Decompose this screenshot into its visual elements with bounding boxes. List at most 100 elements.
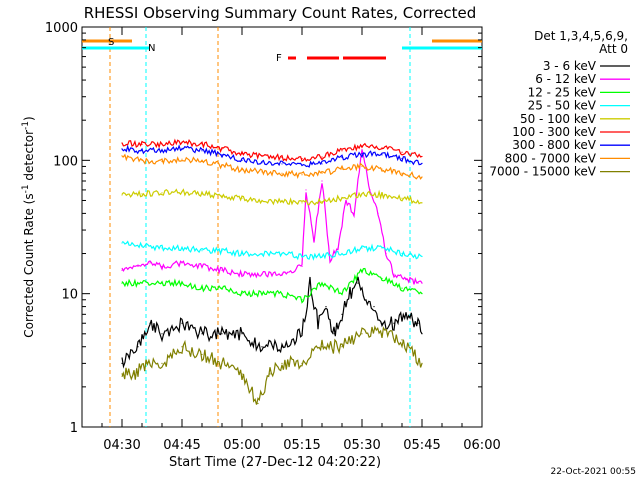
series-4-point-2	[161, 192, 163, 194]
series-5-point-8	[281, 156, 283, 159]
series-4-point-4	[201, 193, 203, 195]
series-1-point-4	[181, 262, 183, 264]
footer-timestamp: 22-Oct-2021 00:55	[551, 467, 636, 477]
series-1-point-5	[201, 265, 203, 268]
series-7-point-5	[221, 164, 223, 166]
series-5-point-7	[261, 155, 263, 158]
series-5-point-10	[321, 156, 323, 158]
series-4-point-6	[241, 197, 243, 199]
series-2-point-13	[381, 277, 383, 280]
series-2-point-1	[141, 282, 143, 284]
series-4-point-1	[141, 193, 143, 195]
y-tick-label-2: 100	[53, 154, 78, 169]
y-tick-label-1: 10	[61, 288, 78, 303]
series-1-point-1	[137, 265, 139, 268]
series-2-point-5	[221, 287, 223, 289]
series-6-point-6	[241, 159, 243, 161]
legend-label-3: 25 - 50 keV	[528, 99, 597, 113]
series-4-point-14	[401, 197, 403, 199]
series-7-point-12	[361, 165, 363, 168]
series-1-point-10	[301, 265, 303, 268]
series-1-point-0	[121, 269, 123, 271]
series-0-point-6	[221, 333, 223, 335]
series-8-point-15	[381, 333, 383, 335]
series-4-point-9	[301, 202, 303, 204]
series-7-point-4	[201, 160, 203, 163]
series-4-point-8	[281, 201, 283, 203]
series-1-point-18	[361, 149, 363, 151]
series-7-point-9	[301, 174, 303, 176]
series-8-point-4	[181, 346, 183, 348]
y-axis-label-end: detector	[22, 130, 36, 185]
x-tick-label-2: 05:00	[223, 438, 260, 453]
series-3-point-12	[361, 247, 363, 249]
series-3-point-2	[161, 247, 163, 249]
series-3-point-8	[281, 252, 283, 255]
series-1-point-15	[337, 247, 339, 249]
series-0-point-23	[417, 322, 419, 324]
series-1-point-20	[377, 212, 379, 214]
series-4-point-10	[321, 201, 323, 203]
series-7-point-0	[121, 155, 123, 157]
legend-label-2: 12 - 25 keV	[528, 85, 597, 99]
series-2-point-15	[421, 293, 423, 295]
series-0-point-14	[333, 333, 335, 335]
series-1-point-6	[221, 269, 223, 271]
legend-label-6: 300 - 800 keV	[512, 138, 596, 152]
series-0-point-19	[373, 305, 375, 308]
series-2-point-10	[321, 282, 323, 284]
series-line-7	[121, 153, 423, 180]
series-1-point-25	[421, 282, 423, 284]
series-6-point-12	[361, 153, 363, 155]
series-2-point-4	[201, 287, 203, 289]
x-axis-label: Start Time (27-Dec-12 04:20:22)	[169, 455, 381, 470]
series-5-point-0	[121, 142, 123, 144]
series-6-point-3	[181, 147, 183, 149]
series-2-point-2	[161, 282, 163, 284]
x-tick-label-0: 04:30	[103, 438, 140, 453]
y-axis-label-close: )	[22, 116, 36, 121]
series-0-point-12	[317, 322, 319, 324]
series-1-point-19	[369, 189, 371, 191]
series-0-point-10	[301, 333, 303, 335]
marker-f-label: F	[276, 53, 282, 64]
legend-header-line-1: Det 1,3,4,5,6,9,	[534, 29, 628, 43]
legend-label-0: 3 - 6 keV	[543, 59, 597, 73]
series-1-point-3	[161, 265, 163, 268]
series-8-point-11	[301, 362, 303, 364]
series-7-point-2	[161, 160, 163, 163]
series-3-point-5	[221, 250, 223, 252]
series-1-point-12	[313, 240, 315, 242]
x-tick-label-6: 06:00	[463, 438, 500, 453]
series-7-point-11	[341, 168, 343, 170]
series-6-point-5	[221, 154, 223, 156]
series-3-point-14	[401, 252, 403, 255]
series-5-point-2	[161, 143, 163, 145]
series-1-point-11	[305, 189, 307, 191]
series-0-point-9	[281, 346, 283, 348]
series-line-4	[121, 188, 423, 206]
series-4-point-11	[341, 197, 343, 199]
y-axis-label-sup2: -1	[21, 121, 31, 130]
series-0-point-24	[421, 333, 423, 335]
series-5-point-11	[341, 150, 343, 152]
series-4-point-13	[381, 194, 383, 196]
series-3-point-11	[341, 252, 343, 255]
series-line-0	[121, 276, 423, 369]
series-1-point-13	[321, 180, 323, 182]
series-0-point-0	[121, 362, 123, 364]
series-line-6	[121, 144, 423, 168]
series-6-point-11	[341, 156, 343, 159]
series-8-point-12	[321, 346, 323, 348]
marker-s-label: S	[108, 37, 114, 48]
series-0-point-11	[309, 282, 311, 284]
series-5-point-15	[421, 155, 423, 158]
series-7-point-13	[381, 168, 383, 170]
series-8-point-3	[161, 362, 163, 364]
x-tick-label-4: 05:30	[343, 438, 380, 453]
series-8-point-16	[401, 339, 403, 341]
series-6-point-13	[381, 154, 383, 156]
series-0-point-15	[341, 313, 343, 315]
series-2-point-8	[281, 293, 283, 295]
y-axis-label-main: Corrected Count Rate (s	[22, 193, 36, 337]
